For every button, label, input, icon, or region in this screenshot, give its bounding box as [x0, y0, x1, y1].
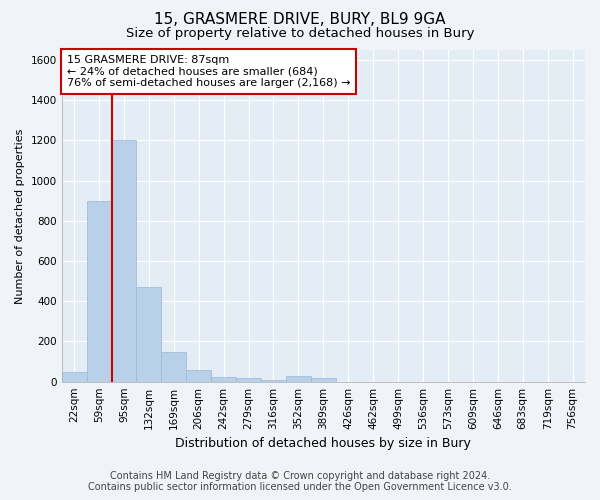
Bar — [161, 352, 186, 382]
Bar — [236, 378, 261, 382]
Bar — [286, 376, 311, 382]
Bar — [62, 372, 86, 382]
Bar — [112, 140, 136, 382]
Y-axis label: Number of detached properties: Number of detached properties — [15, 128, 25, 304]
Bar — [311, 378, 336, 382]
Text: Contains HM Land Registry data © Crown copyright and database right 2024.
Contai: Contains HM Land Registry data © Crown c… — [88, 471, 512, 492]
Bar — [211, 376, 236, 382]
Text: 15, GRASMERE DRIVE, BURY, BL9 9GA: 15, GRASMERE DRIVE, BURY, BL9 9GA — [154, 12, 446, 28]
Bar — [86, 201, 112, 382]
X-axis label: Distribution of detached houses by size in Bury: Distribution of detached houses by size … — [175, 437, 471, 450]
Bar — [186, 370, 211, 382]
Text: 15 GRASMERE DRIVE: 87sqm
← 24% of detached houses are smaller (684)
76% of semi-: 15 GRASMERE DRIVE: 87sqm ← 24% of detach… — [67, 55, 350, 88]
Bar — [136, 287, 161, 382]
Text: Size of property relative to detached houses in Bury: Size of property relative to detached ho… — [126, 28, 474, 40]
Bar — [261, 380, 286, 382]
